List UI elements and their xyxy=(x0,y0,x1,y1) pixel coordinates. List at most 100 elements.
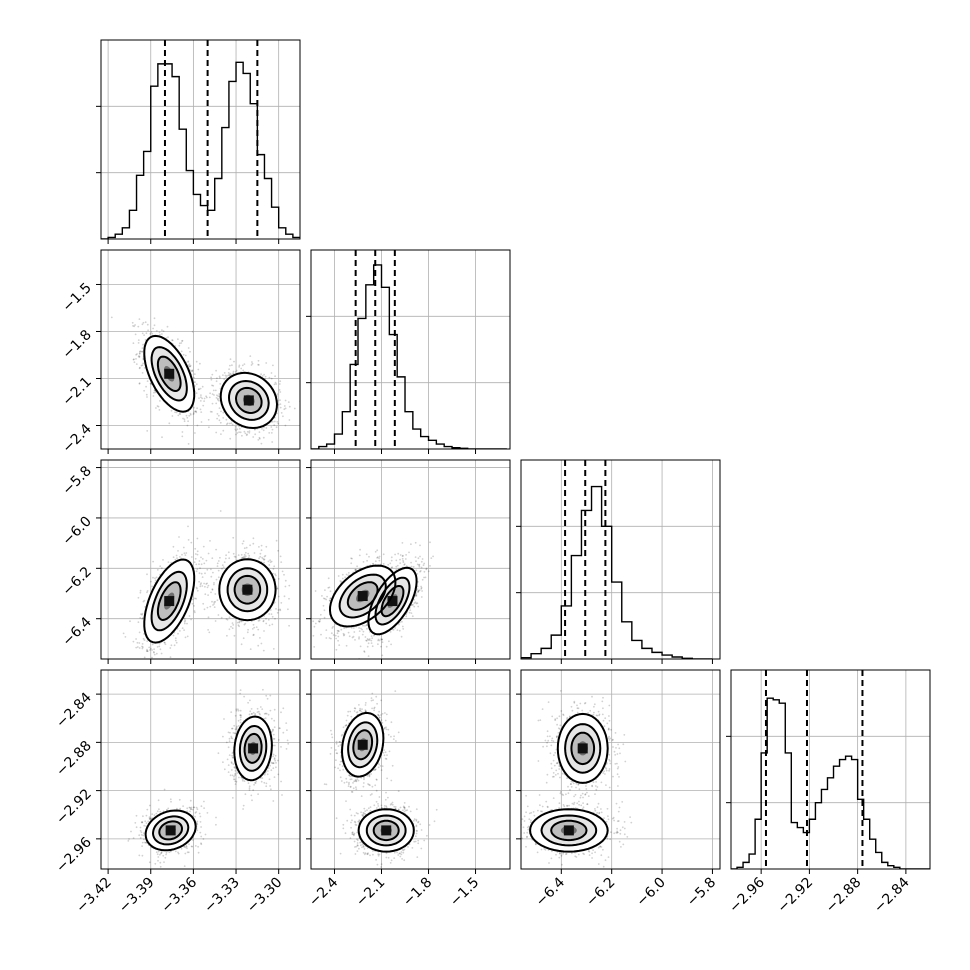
sample-point xyxy=(421,558,424,560)
sample-point xyxy=(260,549,263,552)
sample-point xyxy=(262,429,265,432)
sample-point xyxy=(280,602,283,604)
sample-point xyxy=(241,542,244,545)
sample-point xyxy=(132,358,135,361)
sample-point xyxy=(146,590,149,592)
sample-point xyxy=(410,603,413,606)
sample-point xyxy=(319,618,321,621)
sample-point xyxy=(372,562,374,565)
sample-point xyxy=(194,385,196,387)
sample-point xyxy=(225,618,228,620)
sample-point xyxy=(258,619,261,622)
sample-point xyxy=(417,590,420,592)
sample-point xyxy=(200,563,203,566)
sample-point xyxy=(362,561,365,563)
sample-point xyxy=(171,339,174,342)
contour-line xyxy=(156,581,182,622)
sample-point xyxy=(194,597,196,600)
sample-point xyxy=(325,629,328,631)
sample-point xyxy=(173,644,176,647)
sample-point xyxy=(199,400,202,402)
panel-frame xyxy=(100,249,301,450)
sample-point xyxy=(210,575,213,578)
sample-point xyxy=(238,366,241,368)
sample-point xyxy=(330,632,333,635)
sample-point xyxy=(225,418,228,421)
sample-point xyxy=(350,627,353,629)
sample-point xyxy=(171,415,174,417)
sample-point xyxy=(327,586,330,589)
sample-point xyxy=(146,396,148,398)
sample-point xyxy=(305,615,307,617)
sample-point xyxy=(330,637,332,640)
sample-point xyxy=(158,645,161,648)
sample-point xyxy=(276,421,279,423)
sample-point xyxy=(258,557,260,560)
sample-point xyxy=(216,417,219,420)
sample-point xyxy=(158,642,161,645)
sample-point xyxy=(172,556,175,559)
sample-point xyxy=(339,580,342,582)
sample-point xyxy=(200,421,203,423)
sample-point xyxy=(218,399,220,402)
sample-point xyxy=(273,565,276,568)
sample-point xyxy=(329,590,332,593)
sample-point xyxy=(187,420,190,423)
sample-point xyxy=(139,350,141,353)
sample-point xyxy=(238,431,241,433)
sample-point xyxy=(374,560,377,563)
sample-point xyxy=(186,416,189,419)
sample-point xyxy=(242,556,244,559)
sample-point xyxy=(220,433,222,435)
sample-point xyxy=(240,620,243,623)
sample-point xyxy=(236,621,239,624)
sample-point xyxy=(151,332,154,335)
histogram-panel-2 xyxy=(306,249,511,450)
sample-point xyxy=(153,317,156,320)
sample-point xyxy=(223,561,226,563)
sample-point xyxy=(219,376,221,379)
sample-point xyxy=(337,575,340,577)
sample-point xyxy=(136,353,138,355)
sample-point xyxy=(224,557,227,560)
sample-point xyxy=(387,563,390,566)
sample-point xyxy=(136,641,139,644)
sample-point xyxy=(258,546,260,548)
sample-point xyxy=(288,405,291,408)
sample-point xyxy=(149,382,152,385)
sample-point xyxy=(376,549,379,552)
sample-point xyxy=(141,372,144,374)
sample-point xyxy=(204,572,206,575)
sample-point xyxy=(342,634,345,637)
sample-point xyxy=(314,590,317,592)
sample-point xyxy=(205,583,208,585)
sample-point xyxy=(188,414,191,417)
sample-point xyxy=(281,570,284,573)
sample-point xyxy=(214,389,217,392)
sample-point xyxy=(147,329,150,332)
sample-point xyxy=(171,339,174,341)
sample-point xyxy=(215,578,218,581)
histogram-step-line xyxy=(311,264,507,449)
sample-point xyxy=(148,646,151,649)
sample-point xyxy=(209,540,211,542)
sample-point xyxy=(253,626,256,629)
sample-point xyxy=(168,422,171,425)
sample-point xyxy=(268,624,271,627)
sample-point xyxy=(185,414,188,417)
sample-point xyxy=(138,367,141,370)
sample-point xyxy=(149,649,151,651)
sample-point xyxy=(190,556,193,558)
sample-point xyxy=(228,616,231,619)
sample-point xyxy=(196,550,199,553)
sample-point xyxy=(137,355,140,358)
sample-point xyxy=(260,544,263,547)
sample-point xyxy=(191,598,194,601)
sample-point xyxy=(312,620,315,623)
sample-point xyxy=(237,624,240,627)
sample-point xyxy=(200,556,202,559)
sample-point xyxy=(258,364,260,366)
sample-point xyxy=(245,546,248,549)
sample-point xyxy=(416,588,419,590)
sample-point xyxy=(143,639,146,641)
